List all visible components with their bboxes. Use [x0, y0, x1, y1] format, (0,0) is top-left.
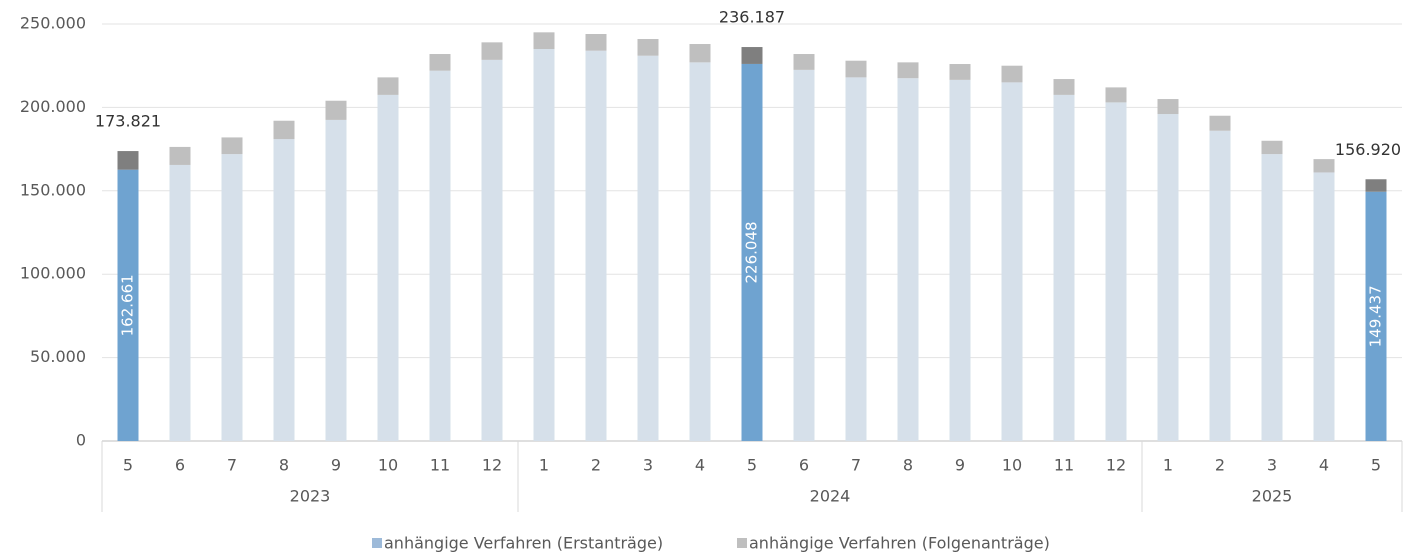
total-label: 156.920: [1335, 140, 1401, 159]
x-tick-label: 5: [1371, 456, 1381, 475]
bar-segment: [1365, 179, 1387, 192]
x-tick-label: 12: [1106, 456, 1126, 475]
bar-segment: [273, 120, 295, 140]
bar-segment: [637, 39, 659, 56]
bar-segment: [1105, 102, 1127, 441]
bar-segment: [1053, 94, 1075, 441]
y-tick-label: 0: [76, 431, 86, 450]
legend-label: anhängige Verfahren (Erstanträge): [384, 534, 663, 553]
bar-segment: [221, 137, 243, 155]
value-label: 149.437: [1367, 285, 1385, 347]
bar-segment: [949, 79, 971, 442]
x-tick-label: 7: [227, 456, 237, 475]
x-tick-label: 3: [643, 456, 653, 475]
bar-segment: [689, 44, 711, 63]
bar-segment: [1261, 140, 1283, 155]
group-label: 2023: [290, 487, 331, 506]
bar-segment: [533, 32, 555, 50]
total-label: 236.187: [719, 8, 785, 27]
group-label: 2025: [1252, 487, 1293, 506]
x-tick-label: 11: [1054, 456, 1074, 475]
bar-segment: [1053, 79, 1075, 95]
y-tick-label: 150.000: [20, 180, 86, 199]
bar-segment: [793, 69, 815, 442]
x-tick-label: 2: [591, 456, 601, 475]
bar-segment: [481, 59, 503, 441]
bar-segment: [585, 34, 607, 51]
bar-segment: [377, 94, 399, 441]
x-tick-label: 7: [851, 456, 861, 475]
x-tick-label: 1: [1163, 456, 1173, 475]
bar-segment: [169, 146, 191, 165]
value-label: 226.048: [743, 221, 761, 283]
y-tick-label: 50.000: [30, 347, 86, 366]
bar-segment: [897, 78, 919, 442]
bar-segment: [897, 62, 919, 79]
x-tick-label: 5: [747, 456, 757, 475]
bar-segment: [1313, 159, 1335, 173]
bar-segment: [689, 62, 711, 441]
x-tick-label: 11: [430, 456, 450, 475]
x-tick-label: 8: [903, 456, 913, 475]
bar-segment: [1209, 115, 1231, 131]
bar-segment: [585, 50, 607, 442]
x-tick-label: 10: [378, 456, 398, 475]
bar-segment: [845, 77, 867, 441]
x-tick-label: 3: [1267, 456, 1277, 475]
bar-segment: [1261, 154, 1283, 441]
total-label: 173.821: [95, 112, 161, 131]
bar-segment: [533, 49, 555, 442]
bar-segment: [169, 164, 191, 442]
x-tick-label: 8: [279, 456, 289, 475]
bar-segment: [429, 70, 451, 441]
bar-segment: [1001, 65, 1023, 83]
x-tick-label: 6: [175, 456, 185, 475]
bar-segment: [1209, 130, 1231, 441]
bar-segment: [1157, 99, 1179, 115]
x-tick-label: 10: [1002, 456, 1022, 475]
bar-segment: [325, 100, 347, 120]
legend-label: anhängige Verfahren (Folgenanträge): [749, 534, 1050, 553]
bar-segment: [1157, 114, 1179, 442]
x-tick-label: 2: [1215, 456, 1225, 475]
value-label: 162.661: [119, 274, 137, 336]
bar-segment: [117, 151, 139, 170]
bar-segment: [949, 64, 971, 80]
bar-segment: [273, 139, 295, 442]
bar-segment: [1313, 172, 1335, 441]
bar-segment: [117, 169, 139, 441]
x-tick-label: 9: [331, 456, 341, 475]
bar-segment: [793, 54, 815, 70]
bar-segment: [741, 63, 763, 441]
y-tick-label: 100.000: [20, 264, 86, 283]
y-tick-label: 200.000: [20, 97, 86, 116]
legend-swatch: [737, 538, 747, 548]
legend-swatch: [372, 538, 382, 548]
bar-segment: [221, 154, 243, 441]
x-tick-label: 4: [695, 456, 705, 475]
x-tick-label: 6: [799, 456, 809, 475]
bar-segment: [377, 77, 399, 95]
bar-segment: [325, 119, 347, 441]
x-tick-label: 1: [539, 456, 549, 475]
y-tick-label: 250.000: [20, 14, 86, 33]
bar-segment: [637, 55, 659, 441]
x-tick-label: 9: [955, 456, 965, 475]
bar-segment: [1105, 87, 1127, 103]
bar-segment: [741, 47, 763, 64]
bar-segment: [1365, 191, 1387, 441]
bar-segment: [845, 60, 867, 78]
bar-segment: [481, 42, 503, 60]
x-tick-label: 12: [482, 456, 502, 475]
group-label: 2024: [810, 487, 851, 506]
x-tick-label: 5: [123, 456, 133, 475]
bar-segment: [429, 54, 451, 71]
x-tick-label: 4: [1319, 456, 1329, 475]
bar-segment: [1001, 82, 1023, 441]
